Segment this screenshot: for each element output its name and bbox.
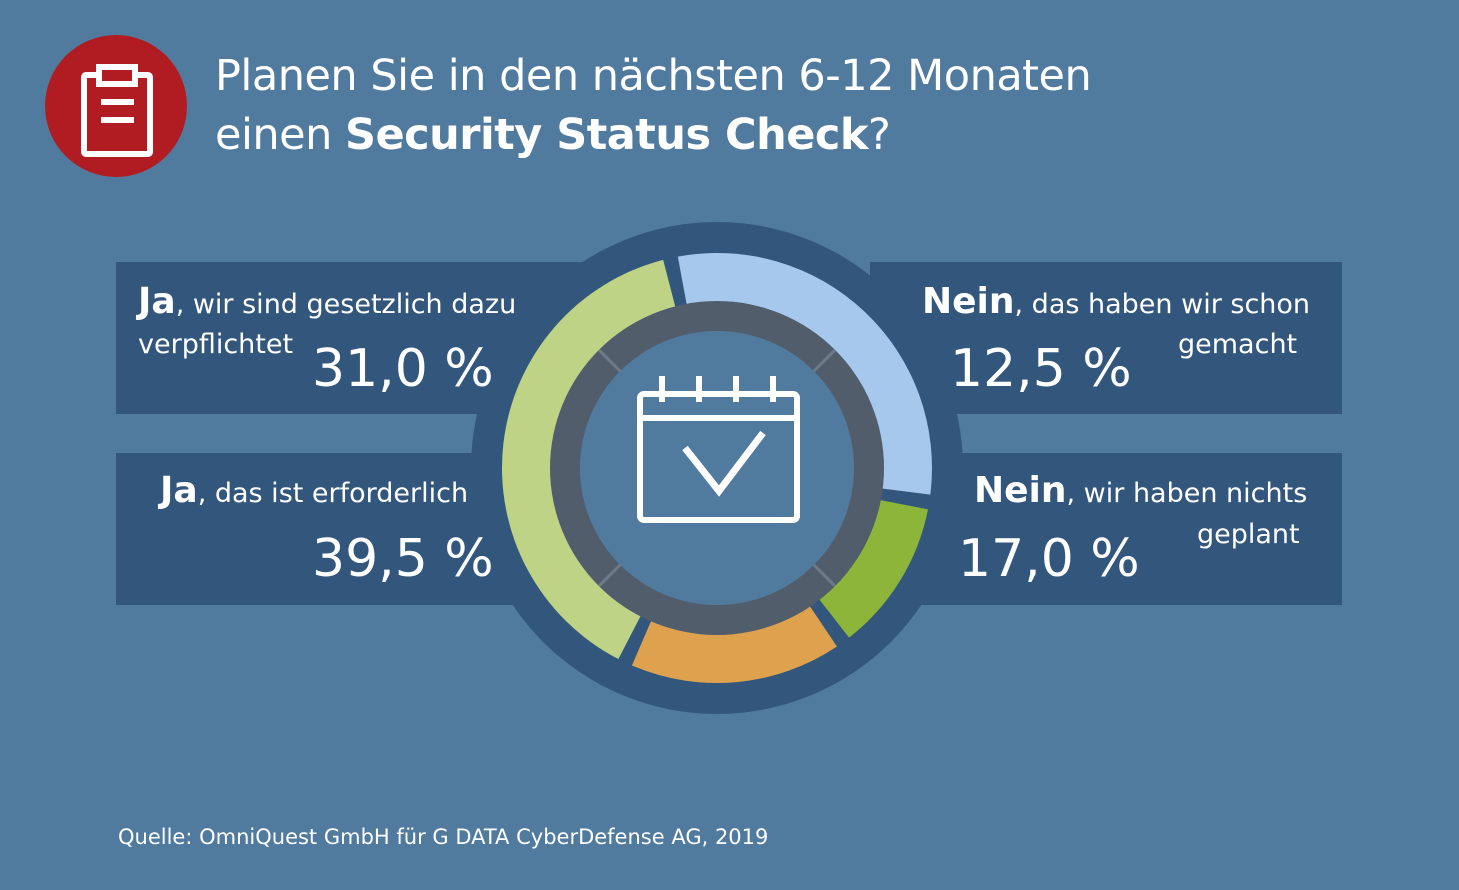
calendar-check-icon — [637, 376, 800, 523]
donut-slice-nein_gemacht — [817, 499, 928, 638]
label-nein-gemacht-rest1: , das haben wir schon — [1014, 289, 1311, 320]
donut-slice-ja_erforderlich — [501, 259, 676, 660]
donut-center — [580, 331, 854, 605]
label-ja-verpflichtet-rest1: , wir sind gesetzlich dazu — [175, 289, 517, 320]
label-ja-erforderlich-line1: Ja, das ist erforderlich — [160, 473, 469, 511]
header-icon-badge — [45, 35, 187, 177]
label-nein-gemacht-line1: Nein, das haben wir schon — [922, 284, 1311, 322]
page-title-line1: Planen Sie in den nächsten 6-12 Monaten — [215, 51, 1092, 101]
label-ja-verpflichtet-line1: Ja, wir sind gesetzlich dazu — [138, 284, 517, 322]
label-ja-verpflichtet-line2: verpflichtet — [138, 329, 294, 360]
label-nein-nichts-rest1: , wir haben nichts — [1066, 478, 1308, 509]
title-line2-prefix: einen — [215, 110, 346, 160]
title-line2-bold: Security Status Check — [345, 110, 868, 160]
donut-tick-2 — [812, 563, 837, 588]
donut-tick-1 — [812, 348, 837, 373]
donut-tick-0 — [597, 348, 622, 373]
label-ja-verpflichtet-bold: Ja — [138, 281, 176, 322]
label-nein-nichts-bold: Nein — [974, 470, 1067, 511]
value-nein-nichts: 17,0 % — [958, 529, 1140, 589]
label-nein-gemacht-bold: Nein — [922, 281, 1015, 322]
label-ja-erforderlich-rest1: , das ist erforderlich — [197, 478, 469, 509]
label-ja-erforderlich-bold: Ja — [160, 470, 198, 511]
title-line2-suffix: ? — [867, 110, 891, 160]
donut-tick-3 — [597, 563, 622, 588]
value-ja-erforderlich: 39,5 % — [312, 529, 494, 589]
value-nein-gemacht: 12,5 % — [950, 339, 1132, 399]
donut-slice-ja_verpflichtet — [677, 252, 933, 495]
value-ja-verpflichtet: 31,0 % — [312, 339, 494, 399]
label-nein-gemacht-line2: gemacht — [1178, 329, 1298, 360]
donut-slices — [501, 252, 933, 683]
label-nein-nichts-line1: Nein, wir haben nichts — [974, 473, 1308, 511]
clipboard-icon — [81, 64, 153, 157]
source-note: Quelle: OmniQuest GmbH für G DATA CyberD… — [118, 825, 769, 849]
donut-ticks — [597, 348, 837, 588]
page-title-line2: einen Security Status Check? — [215, 109, 891, 161]
label-nein-nichts-line2: geplant — [1197, 519, 1300, 550]
donut-slice-nein_nichts — [631, 604, 837, 683]
